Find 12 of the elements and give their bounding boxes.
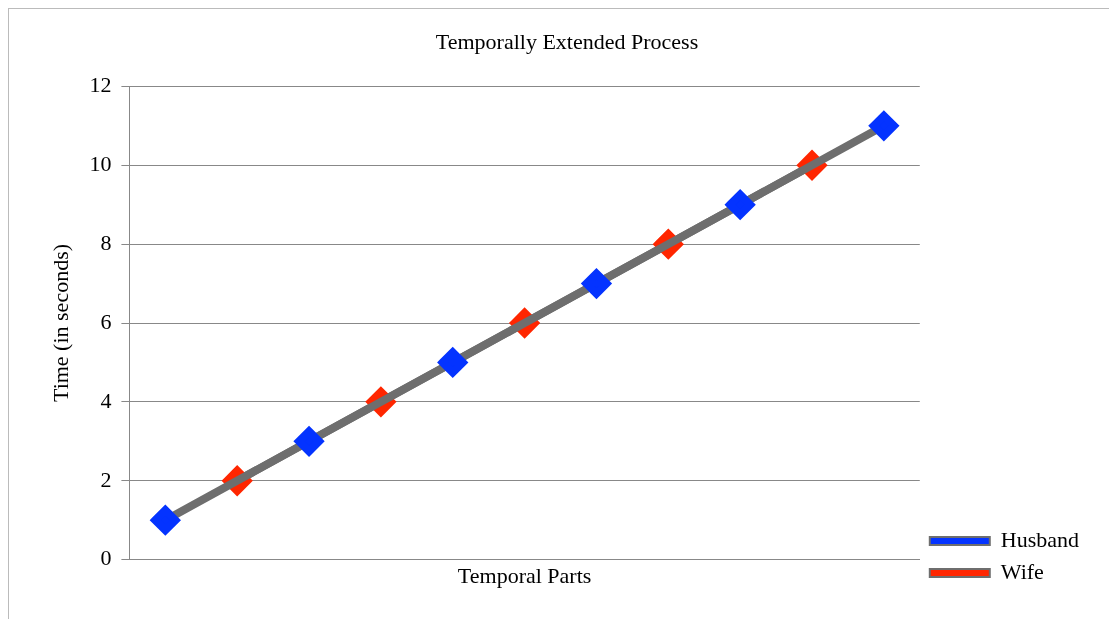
y-tick-label: 6 xyxy=(100,308,112,334)
y-tick-label: 0 xyxy=(100,545,112,571)
y-tick-label: 10 xyxy=(89,151,112,177)
y-tick-label: 8 xyxy=(100,229,112,255)
legend-label: Wife xyxy=(1000,558,1044,584)
x-axis-title: Temporal Parts xyxy=(457,562,592,588)
y-tick-label: 2 xyxy=(100,466,112,492)
y-tick-label: 12 xyxy=(89,72,112,98)
chart-title: Temporally Extended Process xyxy=(435,28,699,54)
legend-label: Husband xyxy=(1000,526,1079,552)
y-axis-title: Time (in seconds) xyxy=(47,243,73,403)
y-tick-label: 4 xyxy=(100,387,112,413)
